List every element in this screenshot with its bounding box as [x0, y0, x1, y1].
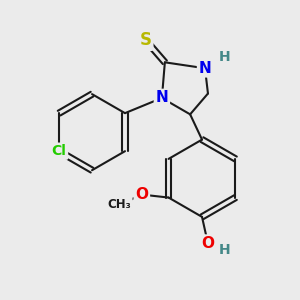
Text: H: H: [218, 50, 230, 64]
Text: H: H: [218, 243, 230, 257]
Text: S: S: [140, 31, 152, 49]
Text: N: N: [199, 61, 212, 76]
Text: CH₃: CH₃: [108, 199, 131, 212]
Text: Cl: Cl: [52, 144, 67, 158]
Text: N: N: [155, 91, 168, 106]
Text: O: O: [202, 236, 214, 251]
Text: O: O: [135, 187, 148, 202]
